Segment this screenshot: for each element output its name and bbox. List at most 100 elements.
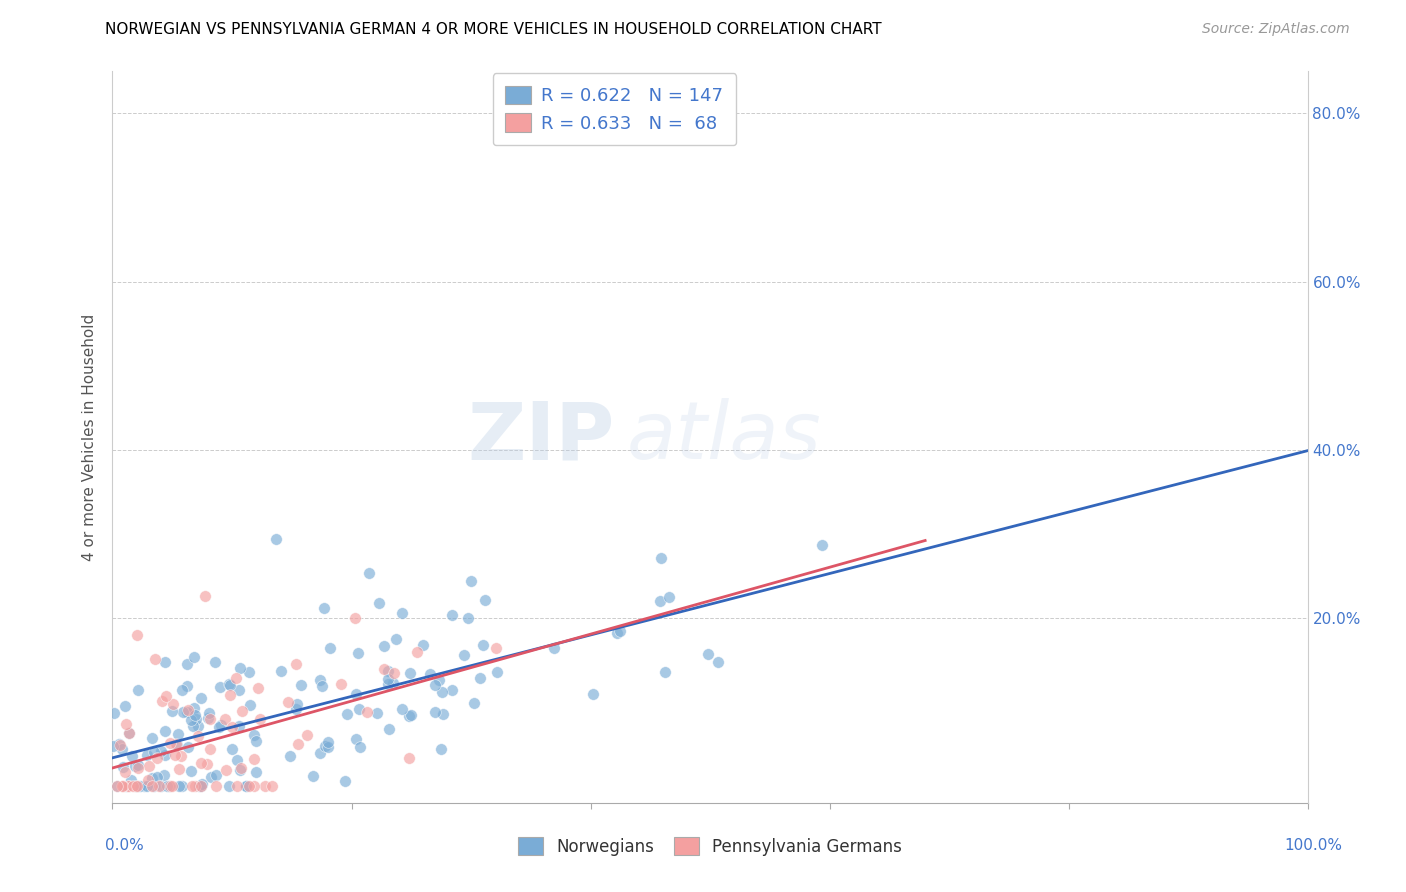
Point bbox=[377, 677, 399, 691]
Point bbox=[200, 770, 222, 784]
Point bbox=[167, 762, 190, 776]
Point bbox=[412, 638, 434, 652]
Point bbox=[463, 696, 485, 710]
Point bbox=[485, 641, 508, 656]
Point bbox=[218, 676, 240, 690]
Point bbox=[149, 779, 172, 793]
Point bbox=[118, 725, 141, 739]
Point bbox=[470, 671, 492, 685]
Point bbox=[648, 594, 671, 608]
Point bbox=[160, 704, 183, 718]
Point bbox=[124, 758, 146, 772]
Point bbox=[132, 779, 155, 793]
Point bbox=[606, 626, 628, 640]
Point bbox=[146, 751, 169, 765]
Point bbox=[138, 759, 160, 773]
Point bbox=[430, 742, 453, 756]
Point bbox=[197, 711, 219, 725]
Point bbox=[170, 682, 193, 697]
Point bbox=[143, 779, 166, 793]
Point bbox=[316, 740, 339, 755]
Point bbox=[349, 740, 371, 755]
Point bbox=[373, 662, 395, 676]
Point bbox=[105, 779, 128, 793]
Point bbox=[347, 646, 370, 660]
Point bbox=[425, 678, 447, 692]
Point bbox=[183, 650, 205, 665]
Point bbox=[225, 753, 247, 767]
Point bbox=[176, 705, 198, 719]
Point bbox=[129, 779, 152, 793]
Point bbox=[205, 779, 228, 793]
Point bbox=[190, 690, 212, 705]
Point bbox=[229, 660, 252, 674]
Point bbox=[118, 726, 141, 740]
Point bbox=[356, 705, 378, 719]
Text: NORWEGIAN VS PENNSYLVANIA GERMAN 4 OR MORE VEHICLES IN HOUSEHOLD CORRELATION CHA: NORWEGIAN VS PENNSYLVANIA GERMAN 4 OR MO… bbox=[105, 22, 882, 37]
Point bbox=[127, 779, 149, 793]
Point bbox=[238, 779, 260, 793]
Point bbox=[228, 682, 250, 697]
Point bbox=[432, 706, 454, 721]
Point bbox=[155, 689, 177, 703]
Point bbox=[344, 687, 367, 701]
Point bbox=[474, 593, 496, 607]
Point bbox=[285, 698, 308, 712]
Point bbox=[314, 739, 336, 753]
Point bbox=[245, 734, 267, 748]
Point bbox=[218, 677, 240, 691]
Point bbox=[167, 779, 190, 793]
Text: Source: ZipAtlas.com: Source: ZipAtlas.com bbox=[1202, 22, 1350, 37]
Point bbox=[311, 679, 333, 693]
Point bbox=[245, 764, 267, 779]
Point bbox=[124, 779, 146, 793]
Point bbox=[135, 748, 157, 763]
Point bbox=[115, 779, 138, 793]
Point bbox=[367, 596, 389, 610]
Point bbox=[398, 708, 420, 723]
Point bbox=[231, 761, 253, 775]
Point bbox=[176, 657, 198, 672]
Point bbox=[706, 655, 728, 669]
Text: ZIP: ZIP bbox=[467, 398, 614, 476]
Point bbox=[181, 719, 204, 733]
Point bbox=[582, 687, 605, 701]
Point bbox=[177, 703, 200, 717]
Point bbox=[184, 779, 207, 793]
Point bbox=[141, 779, 163, 793]
Point bbox=[103, 739, 125, 753]
Point bbox=[398, 665, 420, 680]
Point bbox=[430, 685, 453, 699]
Point bbox=[209, 717, 232, 731]
Point bbox=[159, 779, 181, 793]
Point bbox=[225, 671, 247, 685]
Point bbox=[127, 779, 149, 793]
Point bbox=[149, 744, 172, 758]
Point bbox=[191, 777, 214, 791]
Point bbox=[112, 779, 135, 793]
Point bbox=[153, 655, 176, 669]
Point bbox=[208, 720, 231, 734]
Point bbox=[103, 706, 125, 720]
Point bbox=[231, 704, 253, 718]
Point bbox=[165, 737, 187, 751]
Point bbox=[460, 574, 482, 589]
Point bbox=[127, 761, 149, 775]
Point bbox=[108, 738, 131, 752]
Point bbox=[183, 707, 205, 722]
Point bbox=[170, 779, 193, 793]
Point bbox=[180, 764, 202, 778]
Point bbox=[159, 736, 181, 750]
Point bbox=[343, 611, 366, 625]
Point bbox=[262, 779, 284, 793]
Point bbox=[166, 738, 188, 752]
Point bbox=[457, 611, 479, 625]
Point bbox=[208, 680, 231, 694]
Point bbox=[125, 779, 148, 793]
Point bbox=[170, 749, 193, 764]
Point bbox=[153, 767, 176, 781]
Point bbox=[172, 705, 194, 719]
Point bbox=[135, 779, 157, 793]
Point bbox=[166, 727, 188, 741]
Point bbox=[218, 779, 240, 793]
